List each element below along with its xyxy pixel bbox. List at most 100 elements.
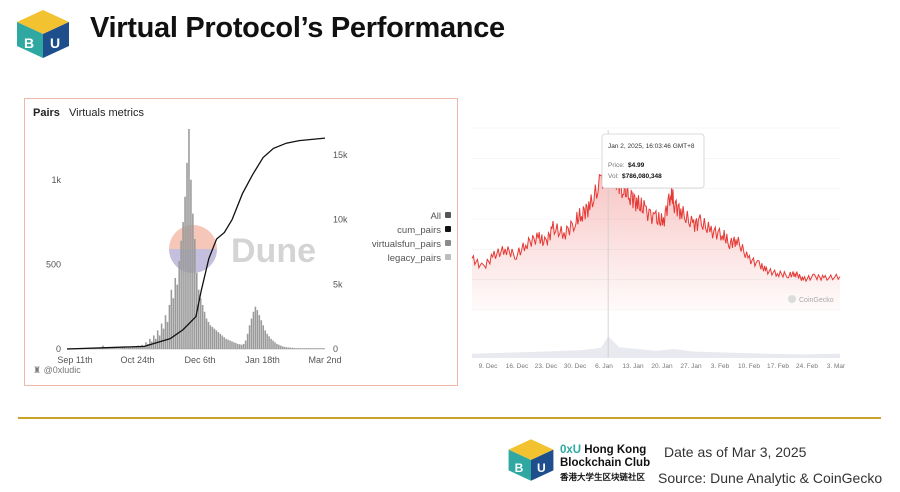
bar — [301, 348, 304, 349]
bar — [227, 339, 229, 349]
bar — [188, 129, 190, 349]
bar — [285, 347, 288, 349]
y-left-tick-label: 500 — [46, 259, 61, 269]
price-area — [472, 145, 840, 310]
svg-text:B: B — [515, 461, 524, 475]
bar — [133, 346, 136, 349]
bar — [162, 328, 165, 349]
bar — [282, 346, 284, 349]
bar — [215, 330, 218, 349]
divider — [18, 417, 881, 419]
price-x-tick-label: 10. Feb — [738, 363, 760, 370]
bar — [274, 342, 276, 349]
price-x-tick-label: 23. Dec — [535, 363, 558, 370]
bar — [242, 343, 245, 349]
bar — [246, 333, 249, 349]
club-name-line1: Hong Kong — [581, 444, 647, 456]
y-right-tick-label: 0 — [333, 344, 338, 354]
bar — [170, 289, 173, 349]
bar — [176, 284, 179, 349]
bar — [297, 348, 300, 349]
bar — [270, 338, 272, 349]
bar — [182, 222, 184, 349]
bar — [233, 342, 235, 349]
bar — [219, 333, 222, 349]
x-tick-label: Oct 24th — [120, 355, 154, 365]
bar — [225, 338, 227, 349]
bar — [287, 347, 290, 349]
price-chart: $0$1.00$2.00$3.00$4.00$5.00$6.009. Dec16… — [471, 127, 846, 370]
page-title: Virtual Protocol’s Performance — [90, 12, 505, 44]
bar — [186, 162, 188, 349]
bar — [295, 348, 298, 349]
dune-chart-panel: Pairs Virtuals metrics Dune 0 500 1k 0 5k 10k 1… — [24, 98, 458, 386]
bar — [321, 348, 323, 349]
bar — [156, 330, 159, 349]
volume-area — [472, 336, 840, 358]
x-tick-label: Jan 18th — [245, 355, 280, 365]
bar — [293, 347, 296, 349]
bar — [237, 343, 239, 349]
bar — [104, 348, 106, 349]
legend-swatch — [445, 212, 451, 218]
club-logo: B U — [17, 10, 69, 58]
x-tick-label: Sep 11th — [57, 355, 92, 365]
dune-credit: ♜ @0xludic — [33, 365, 81, 376]
bar — [129, 346, 132, 349]
bar — [305, 348, 308, 349]
bar — [135, 346, 137, 349]
bar — [139, 346, 141, 349]
bar — [197, 289, 200, 349]
bar — [244, 340, 247, 349]
bar — [266, 333, 268, 349]
price-x-tick-label: 27. Jan — [680, 363, 702, 370]
bar — [137, 345, 139, 349]
bar — [307, 348, 309, 349]
legend-label: All — [430, 211, 441, 222]
bar — [256, 310, 259, 349]
price-x-tick-label: 17. Feb — [767, 363, 789, 370]
coingecko-watermark-icon — [788, 295, 796, 303]
price-tooltip — [601, 133, 705, 189]
bar — [164, 315, 167, 349]
legend-swatch — [445, 226, 451, 232]
dune-watermark-text: Dune — [231, 232, 316, 270]
dune-chart-title: Pairs — [33, 107, 60, 119]
bar — [313, 348, 315, 349]
club-name-line2: Blockchain Club — [560, 457, 651, 469]
bar — [223, 337, 225, 349]
dune-icon: ♜ — [33, 365, 44, 375]
bar — [231, 341, 233, 349]
bar — [211, 327, 214, 349]
bar — [239, 344, 241, 349]
bar — [262, 325, 265, 349]
bar — [168, 305, 171, 349]
bar — [192, 213, 194, 349]
legend-label: cum_pairs — [397, 225, 441, 236]
bar — [127, 347, 130, 349]
bar — [194, 239, 196, 349]
bar — [180, 240, 182, 349]
bar — [315, 348, 317, 349]
bar — [154, 338, 157, 349]
bar — [151, 341, 153, 349]
cum-pairs-line — [66, 137, 326, 350]
bar — [272, 340, 274, 349]
bar — [160, 323, 163, 349]
bar — [317, 348, 319, 349]
club-logo-footer: B U — [508, 439, 554, 481]
bar — [276, 343, 278, 349]
price-x-tick-label: 30. Dec — [564, 363, 587, 370]
bar — [248, 325, 251, 349]
bar — [123, 347, 126, 349]
club-name: 0xU Hong Kong Blockchain Club — [560, 444, 650, 470]
bar — [221, 335, 223, 349]
bar — [283, 346, 286, 349]
bar — [125, 347, 128, 349]
bar — [199, 298, 202, 349]
bar — [172, 298, 175, 349]
price-line — [471, 145, 841, 283]
tooltip-date: Jan 2, 2025, 16:03:46 GMT+8 — [608, 143, 695, 150]
bar — [203, 311, 206, 349]
x-tick-label: Mar 2nd — [308, 355, 341, 365]
